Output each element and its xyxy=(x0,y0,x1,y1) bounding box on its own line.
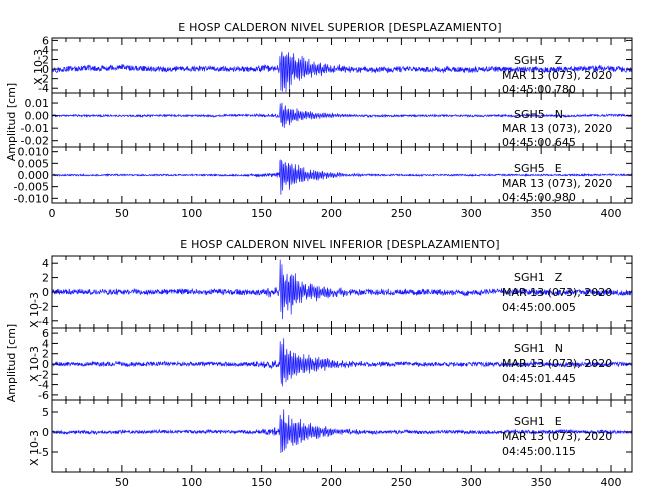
station-label: SGH1 Z xyxy=(514,271,563,284)
panel-bottom-1: 420-2-4 X 10-3 SGH1 Z MAR 13 (073), 2020 … xyxy=(28,255,633,329)
title-top: E HOSP CALDERON NIVEL SUPERIOR [DESPLAZA… xyxy=(178,21,501,34)
y-tick-label: -2 xyxy=(38,368,49,381)
y-tick-label: 0 xyxy=(42,358,49,371)
ylabel-top: Amplitud [cm] xyxy=(5,83,18,161)
time-label: 04:45:00.005 xyxy=(502,301,576,314)
x-tick-label: 200 xyxy=(321,476,342,489)
y-tick-label: 0.01 xyxy=(25,97,50,110)
y-tick-label: -4 xyxy=(38,82,49,95)
x-axis-ticks-bottom: 50 100 150 200 250 300 350 400 xyxy=(51,256,626,489)
x-tick-label: 250 xyxy=(391,476,412,489)
y-tick-label: -0.005 xyxy=(14,181,49,194)
y-tick-label: 2 xyxy=(42,272,49,285)
y-tick-label: 4 xyxy=(42,337,49,350)
panel-frame xyxy=(51,399,633,473)
y-tick-label: -5 xyxy=(38,446,49,459)
x-tick-label: 0 xyxy=(49,207,56,220)
waveform-trace xyxy=(51,338,633,387)
panel-top-2: 0.010.00-0.01-0.02 SGH5 N MAR 13 (073), 2… xyxy=(21,92,633,149)
waveform-trace xyxy=(51,259,633,320)
station-label: SGH5 Z xyxy=(514,54,563,67)
waveform-trace xyxy=(51,159,633,195)
x-tick-label: 100 xyxy=(181,207,202,220)
y-tick-label: -4 xyxy=(38,379,49,392)
x-tick-label: 400 xyxy=(601,207,622,220)
y-tick-label: -6 xyxy=(38,389,49,402)
time-label: 04:45:01.445 xyxy=(502,372,576,385)
y-tick-label: 4 xyxy=(42,257,49,270)
x-tick-label: 150 xyxy=(251,207,272,220)
y-tick-label: -4 xyxy=(38,315,49,328)
x-tick-label: 300 xyxy=(461,207,482,220)
waveform-trace xyxy=(51,102,633,128)
scale-label: X 10-3 xyxy=(28,430,41,466)
y-ticks: 4 20-2 -4 xyxy=(38,257,632,328)
y-tick-label: 0.000 xyxy=(18,169,50,182)
y-tick-label: -0.02 xyxy=(21,135,49,148)
y-tick-label: 4 xyxy=(42,44,49,57)
date-label: MAR 13 (073), 2020 xyxy=(502,177,612,190)
date-label: MAR 13 (073), 2020 xyxy=(502,430,612,443)
time-label: 04:45:00.645 xyxy=(502,136,576,149)
panel-bottom-3: 5 0 -5 X 10-3 SGH1 E MAR 13 (073), 2020 04:… xyxy=(28,399,633,473)
y-tick-label: -0.01 xyxy=(21,122,49,135)
figure-bottom: E HOSP CALDERON NIVEL INFERIOR [DESPLAZA… xyxy=(5,238,633,489)
y-tick-label: -0.010 xyxy=(14,192,49,205)
date-label: MAR 13 (073), 2020 xyxy=(502,286,612,299)
date-label: MAR 13 (073), 2020 xyxy=(502,357,612,370)
y-ticks: 5 0 -5 xyxy=(38,406,632,459)
y-tick-label: 2 xyxy=(42,54,49,67)
y-tick-label: 5 xyxy=(42,406,49,419)
scale-label: X 10-3 xyxy=(28,346,41,382)
scale-label: X 10-3 xyxy=(32,49,45,85)
ylabel-bottom: Amplitud [cm] xyxy=(5,324,18,402)
date-label: MAR 13 (073), 2020 xyxy=(502,69,612,82)
x-tick-label: 300 xyxy=(461,476,482,489)
station-label: SGH5 E xyxy=(514,162,562,175)
y-tick-label: 6 xyxy=(42,34,49,47)
station-label: SGH1 N xyxy=(514,342,563,355)
y-tick-label: -2 xyxy=(38,300,49,313)
x-tick-label: 350 xyxy=(531,207,552,220)
y-tick-label: 0 xyxy=(42,426,49,439)
y-ticks: 0.010.00-0.01-0.02 xyxy=(21,97,632,148)
x-tick-label: 200 xyxy=(321,207,342,220)
x-tick-label: 250 xyxy=(391,207,412,220)
title-bottom: E HOSP CALDERON NIVEL INFERIOR [DESPLAZA… xyxy=(180,238,500,251)
x-tick-label: 50 xyxy=(115,207,129,220)
station-label: SGH5 N xyxy=(514,108,563,121)
x-tick-label: 100 xyxy=(181,476,202,489)
y-tick-label: 0 xyxy=(42,63,49,76)
waveform-trace xyxy=(51,51,633,93)
figure-top: E HOSP CALDERON NIVEL SUPERIOR [DESPLAZA… xyxy=(5,21,633,220)
y-tick-label: 0.005 xyxy=(18,157,50,170)
y-tick-label: 0.010 xyxy=(18,146,50,159)
x-tick-label: 400 xyxy=(601,476,622,489)
x-tick-label: 50 xyxy=(115,476,129,489)
y-tick-label: 0.00 xyxy=(25,110,50,123)
y-tick-label: 2 xyxy=(42,348,49,361)
y-tick-label: 6 xyxy=(42,327,49,340)
time-label: 04:45:00.115 xyxy=(502,445,576,458)
x-axis-ticks-top: 0 50 100 150 200 250 300 350 400 xyxy=(49,38,626,220)
x-tick-label: 350 xyxy=(531,476,552,489)
y-tick-label: -2 xyxy=(38,73,49,86)
time-label: 04:45:00.980 xyxy=(502,191,576,204)
scale-label: X 10-3 xyxy=(28,292,41,328)
date-label: MAR 13 (073), 2020 xyxy=(502,122,612,135)
y-tick-label: 0 xyxy=(42,286,49,299)
station-label: SGH1 E xyxy=(514,415,562,428)
waveform-trace xyxy=(51,409,633,454)
x-tick-label: 150 xyxy=(251,476,272,489)
